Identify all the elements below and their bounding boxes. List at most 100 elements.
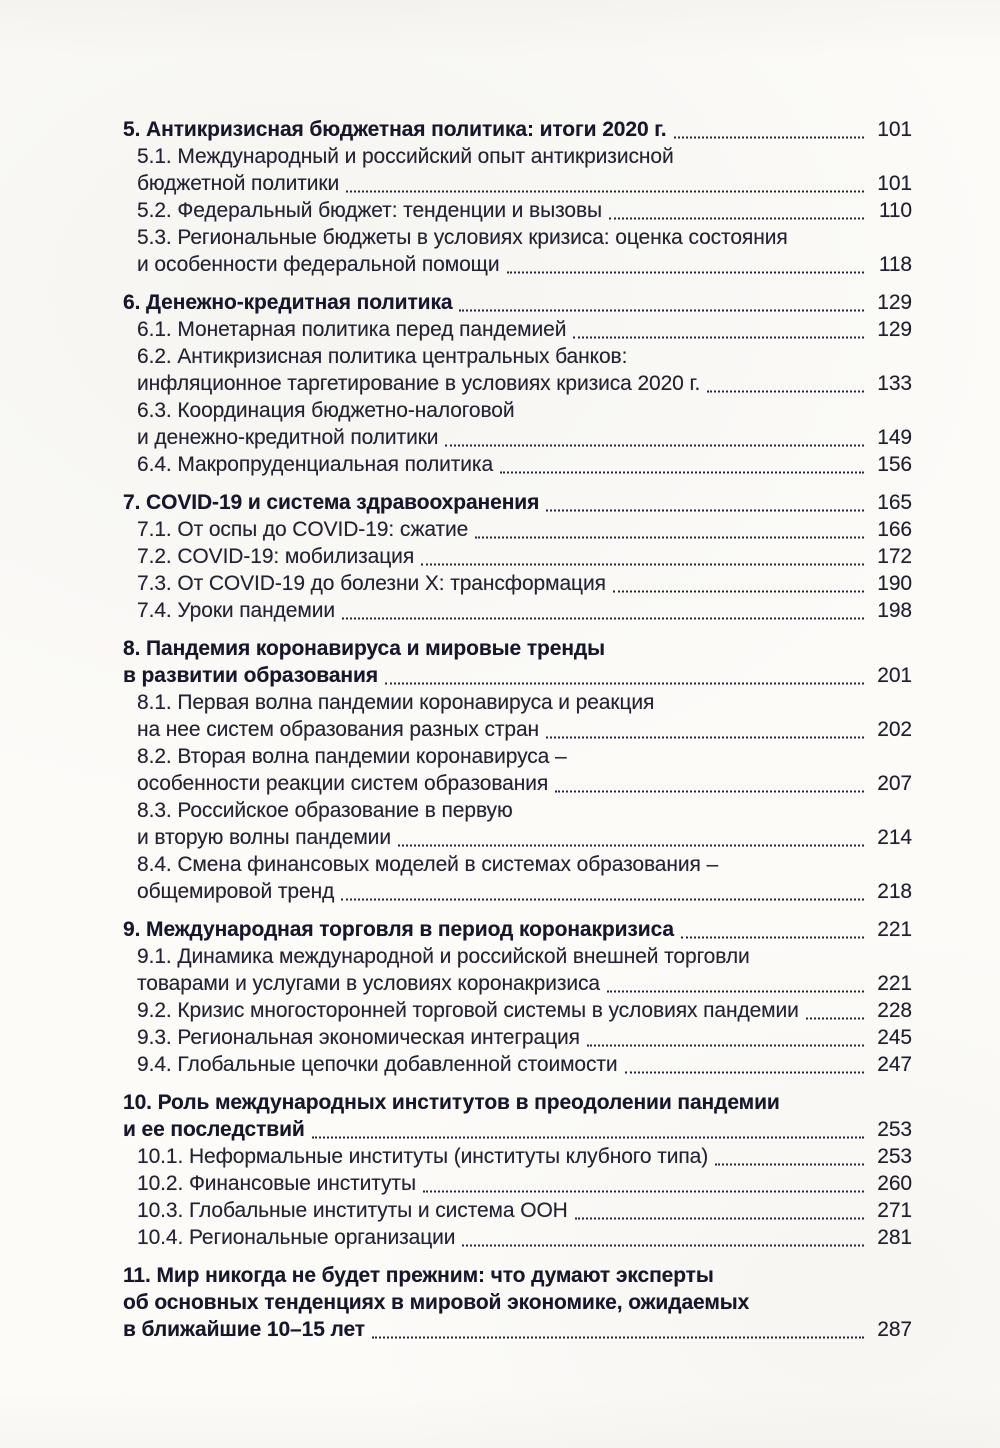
dot-leader: [606, 990, 864, 993]
page-number: 287: [877, 1318, 912, 1341]
dot-leader: [422, 1190, 864, 1193]
toc-chapter-row: 7. COVID-19 и система здравоохранения 165: [123, 489, 912, 516]
dot-leader: [715, 1163, 864, 1166]
toc-entry-row: 9.3. Региональная экономическая интеграц…: [123, 1024, 912, 1051]
toc-entry-text: 6.2. Антикризисная политика центральных …: [137, 345, 628, 368]
toc-entry-row: 8.4. Смена финансовых моделей в системах…: [123, 851, 912, 878]
toc-entry-row: товарами и услугами в условиях коронакри…: [123, 970, 912, 997]
toc-entry-row: общемировой тренд 218: [123, 878, 912, 905]
toc-entry-text: об основных тенденциях в мировой экономи…: [123, 1291, 750, 1314]
toc-entry-text: в ближайшие 10–15 лет: [123, 1318, 365, 1341]
toc-entry-text: 9. Международная торговля в период корон…: [123, 918, 674, 941]
dot-leader: [445, 444, 864, 447]
dot-leader: [624, 1071, 864, 1074]
page-number: 101: [877, 118, 912, 141]
toc-entry-row: 9.2. Кризис многосторонней торговой сист…: [123, 997, 912, 1024]
toc-entry-row: 8.2. Вторая волна пандемии коронавируса …: [123, 743, 912, 770]
page-number: 218: [877, 880, 912, 903]
toc-chapter-row: 8. Пандемия коронавируса и мировые тренд…: [123, 635, 912, 662]
dot-leader: [384, 682, 864, 685]
toc-entry-text: общемировой тренд: [137, 880, 335, 903]
toc-entry-row: 9.1. Динамика международной и российской…: [123, 943, 912, 970]
toc-chapter-row: 6. Денежно-кредитная политика 129: [123, 289, 912, 316]
page-number: 271: [877, 1199, 912, 1222]
toc-chapter-row: и ее последствий 253: [123, 1116, 912, 1143]
toc-chapter-row: 11. Мир никогда не будет прежним: что ду…: [123, 1262, 912, 1289]
toc-entry-text: 11. Мир никогда не будет прежним: что ду…: [123, 1264, 714, 1287]
dot-leader: [397, 844, 864, 847]
dot-leader: [555, 790, 864, 793]
toc-entry-text: 8.3. Российское образование в первую: [137, 799, 513, 822]
toc-entry-row: инфляционное таргетирование в условиях к…: [123, 370, 912, 397]
toc-entry-row: и особенности федеральной помощи 118: [123, 251, 912, 278]
toc-entry-row: на нее систем образования разных стран 20…: [123, 716, 912, 743]
table-of-contents: 5. Антикризисная бюджетная политика: ито…: [123, 116, 912, 1343]
page-number: 166: [877, 518, 912, 541]
toc-entry-text: инфляционное таргетирование в условиях к…: [137, 372, 701, 395]
page-number: 253: [877, 1145, 912, 1168]
toc-entry-text: 7.2. COVID-19: мобилизация: [137, 545, 415, 568]
dot-leader: [475, 536, 864, 539]
toc-entry-text: 7.4. Уроки пандемии: [137, 599, 335, 622]
page-number: 214: [877, 826, 912, 849]
toc-entry-text: 7. COVID-19 и система здравоохранения: [123, 491, 540, 514]
toc-entry-row: и денежно-кредитной политики 149: [123, 424, 912, 451]
dot-leader: [805, 1017, 864, 1020]
page-number: 201: [877, 664, 912, 687]
toc-entry-text: 6.4. Макропруденциальная политика: [137, 453, 494, 476]
page-number: 221: [877, 918, 912, 941]
dot-leader: [546, 509, 864, 512]
page-number: 129: [877, 291, 912, 314]
toc-entry-text: 7.1. От оспы до COVID-19: сжатие: [137, 518, 469, 541]
page-number: 202: [877, 718, 912, 741]
toc-entry-row: 6.4. Макропруденциальная политика 156: [123, 451, 912, 478]
toc-entry-row: 7.3. От COVID-19 до болезни Х: трансформ…: [123, 570, 912, 597]
toc-chapter-row: 10. Роль международных институтов в прео…: [123, 1089, 912, 1116]
dot-leader: [500, 471, 864, 474]
toc-entry-text: 8. Пандемия коронавируса и мировые тренд…: [123, 637, 605, 660]
page-number: 156: [877, 453, 912, 476]
toc-entry-text: 6. Денежно-кредитная политика: [123, 291, 453, 314]
dot-leader: [612, 590, 864, 593]
toc-entry-text: 8.1. Первая волна пандемии коронавируса …: [137, 691, 655, 714]
dot-leader: [609, 217, 864, 220]
dot-leader: [573, 336, 864, 339]
toc-entry-text: 10. Роль международных институтов в прео…: [123, 1091, 780, 1114]
dot-leader: [371, 1336, 864, 1339]
page-number: 260: [877, 1172, 912, 1195]
toc-chapter-row: в ближайшие 10–15 лет 287: [123, 1316, 912, 1343]
dot-leader: [707, 390, 864, 393]
toc-entry-text: в развитии образования: [123, 664, 378, 687]
dot-leader: [459, 309, 864, 312]
page-number: 228: [877, 999, 912, 1022]
page-number: 207: [877, 772, 912, 795]
toc-entry-text: 7.3. От COVID-19 до болезни Х: трансформ…: [137, 572, 606, 595]
toc-entry-text: 10.4. Региональные организации: [137, 1226, 456, 1249]
page-number: 118: [878, 253, 912, 276]
toc-entry-row: 8.3. Российское образование в первую: [123, 797, 912, 824]
toc-entry-row: 9.4. Глобальные цепочки добавленной стои…: [123, 1051, 912, 1078]
toc-chapter-row: в развитии образования 201: [123, 662, 912, 689]
toc-entry-row: 8.1. Первая волна пандемии коронавируса …: [123, 689, 912, 716]
dot-leader: [346, 190, 864, 193]
toc-chapter-row: 5. Антикризисная бюджетная политика: ито…: [123, 116, 912, 143]
toc-entry-text: 6.3. Координация бюджетно-налоговой: [137, 399, 515, 422]
toc-entry-row: 10.4. Региональные организации 281: [123, 1224, 912, 1251]
toc-entry-row: 5.2. Федеральный бюджет: тенденции и выз…: [123, 197, 912, 224]
toc-entry-row: особенности реакции систем образования 20…: [123, 770, 912, 797]
dot-leader: [311, 1136, 864, 1139]
page-number: 101: [877, 172, 912, 195]
toc-entry-text: 8.4. Смена финансовых моделей в системах…: [137, 853, 719, 876]
toc-entry-text: 9.3. Региональная экономическая интеграц…: [137, 1026, 580, 1049]
page-number: 129: [877, 318, 912, 341]
dot-leader: [462, 1244, 864, 1247]
toc-entry-text: особенности реакции систем образования: [137, 772, 549, 795]
toc-entry-row: 6.3. Координация бюджетно-налоговой: [123, 397, 912, 424]
toc-entry-text: товарами и услугами в условиях коронакри…: [137, 972, 600, 995]
page-number: 198: [877, 599, 912, 622]
toc-entry-text: 9.1. Динамика международной и российской…: [137, 945, 750, 968]
toc-entry-row: 7.1. От оспы до COVID-19: сжатие 166: [123, 516, 912, 543]
toc-entry-text: 9.4. Глобальные цепочки добавленной стои…: [137, 1053, 618, 1076]
page-number: 110: [878, 199, 912, 222]
